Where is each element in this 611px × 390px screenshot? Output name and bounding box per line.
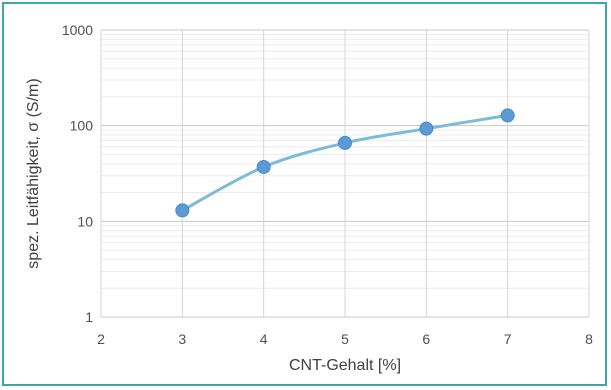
x-tick-labels: 2 3 4 5 6 7 8 (97, 331, 593, 347)
y-tick-label: 100 (70, 118, 94, 134)
data-point (175, 203, 190, 218)
data-point (256, 159, 271, 174)
series-layer (175, 108, 515, 218)
chart-frame (2, 2, 607, 386)
data-point (419, 121, 434, 136)
x-tick-label: 5 (341, 331, 349, 347)
data-point (500, 108, 515, 123)
y-tick-label: 1 (85, 309, 93, 325)
x-axis-title: CNT-Gehalt [%] (289, 357, 401, 374)
x-tick-label: 6 (422, 331, 430, 347)
data-point (338, 135, 352, 150)
x-tick-label: 8 (585, 331, 593, 347)
y-tick-label: 1000 (62, 22, 93, 38)
y-tick-label: 10 (77, 213, 93, 229)
major-gridlines (100, 29, 590, 318)
x-tick-label: 3 (178, 331, 186, 347)
x-tick-label: 7 (504, 331, 512, 347)
y-axis-title: spez. Leitfähigkeit, σ (S/m) (25, 78, 42, 268)
y-tick-labels: 1 10 100 1000 (62, 22, 93, 325)
x-tick-label: 2 (97, 331, 105, 347)
x-tick-label: 4 (260, 331, 268, 347)
